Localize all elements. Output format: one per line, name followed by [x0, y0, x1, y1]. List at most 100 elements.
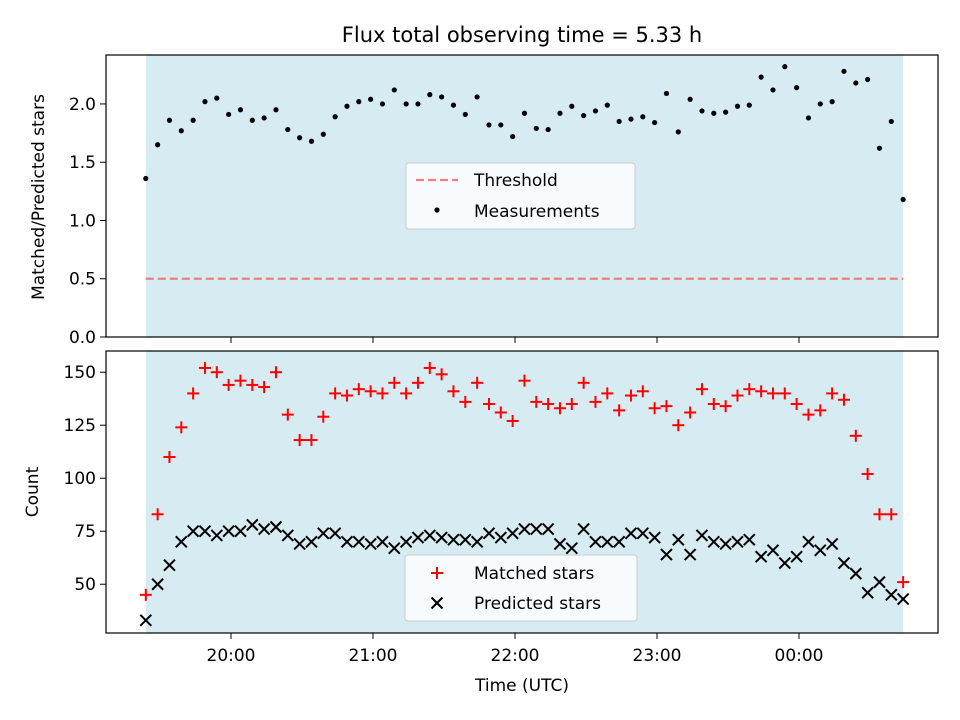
predicted-star-point — [376, 535, 389, 549]
predicted-star-point — [317, 527, 330, 540]
marker-stroke — [802, 535, 815, 549]
x-tick-label: 00:00 — [775, 646, 824, 666]
marker-stroke — [601, 535, 614, 549]
predicted-star-point — [660, 548, 673, 561]
predicted-star-point — [139, 614, 153, 627]
matched-star-point — [589, 395, 602, 408]
measurement-point — [178, 128, 184, 134]
matched-star-point — [281, 408, 294, 421]
matched-star-point — [210, 366, 223, 379]
predicted-star-point — [565, 541, 579, 555]
ratio-marks — [143, 64, 906, 280]
matched-star-point — [246, 378, 259, 391]
predicted-star-point — [636, 527, 650, 540]
marker-stroke — [435, 531, 448, 544]
measurement-point — [332, 114, 338, 120]
predicted-star-point — [885, 588, 898, 602]
predicted-star-point — [754, 550, 768, 563]
matched-star-point — [695, 383, 708, 396]
matched-star-point — [601, 387, 614, 400]
marker-stroke — [731, 535, 744, 549]
measurement-point — [308, 138, 315, 144]
marker-stroke — [222, 525, 235, 538]
matched-star-point — [766, 387, 779, 400]
predicted-star-point — [399, 535, 413, 549]
measurement-point — [249, 117, 255, 123]
predicted-star-point — [494, 531, 508, 544]
y-tick-label: 1.5 — [69, 153, 96, 173]
marker-stroke — [530, 522, 543, 536]
matched-star-point — [506, 414, 519, 427]
y-tick-label: 0.0 — [69, 328, 96, 348]
measurements-legend-label: Measurements — [474, 202, 600, 222]
measurement-point — [734, 103, 741, 109]
y-tick-label: 1.0 — [69, 211, 96, 231]
matched-star-point — [471, 376, 484, 389]
y-tick-label: 75 — [74, 522, 96, 542]
measurement-point — [581, 112, 587, 119]
y-tick-label: 100 — [64, 469, 96, 489]
measurement-point — [900, 196, 906, 203]
matched-legend-label: Matched stars — [474, 564, 594, 584]
matched-star-point — [459, 395, 472, 408]
matched-star-point — [518, 374, 531, 387]
ratio-panel: 0.00.51.01.52.0 Matched/Predicted stars … — [29, 54, 939, 348]
predicted-star-point — [352, 535, 366, 549]
matched-star-point — [435, 368, 448, 381]
measurement-point — [297, 135, 303, 141]
measurement-point — [616, 118, 622, 125]
predicted-star-point — [435, 531, 448, 544]
measurement-point — [439, 94, 445, 100]
matched-star-point — [305, 434, 318, 447]
ratio-y-axis: 0.0 0.5 1.0 1.5 2.0 — [69, 95, 106, 348]
count-marks — [139, 361, 910, 627]
marker-stroke — [612, 535, 626, 549]
predicted-star-point — [530, 522, 543, 536]
predicted-star-point — [814, 544, 827, 557]
y-tick-label: 2.0 — [69, 95, 96, 115]
measurement-point — [368, 96, 374, 102]
count-legend-box — [404, 554, 638, 622]
predicted-star-point — [778, 556, 792, 570]
matched-star-point — [743, 383, 756, 396]
matched-star-point — [873, 508, 886, 521]
predicted-star-point — [849, 567, 863, 580]
matched-star-point — [352, 383, 365, 396]
marker-stroke — [825, 537, 839, 551]
predicted-star-point — [411, 531, 425, 544]
measurement-point — [841, 68, 847, 74]
x-tick-label: 20:00 — [207, 646, 256, 666]
measurement-point — [190, 117, 196, 123]
predicted-star-point — [151, 578, 164, 591]
marker-stroke — [766, 544, 780, 557]
matched-star-point — [778, 387, 791, 400]
measurement-point — [557, 110, 563, 116]
marker-stroke — [399, 535, 413, 549]
matched-star-point — [542, 398, 555, 411]
measurement-point — [320, 131, 326, 137]
matched-legend-swatch — [431, 567, 443, 579]
matched-star-point — [222, 378, 235, 391]
ratio-x-ticks — [230, 337, 800, 343]
predicted-star-point — [861, 586, 874, 599]
matched-star-point — [530, 395, 543, 408]
predicted-star-point — [163, 558, 176, 572]
matched-star-point — [388, 376, 401, 389]
marker-stroke — [328, 527, 342, 540]
predicted-star-point — [672, 533, 685, 546]
predicted-star-point — [328, 527, 342, 540]
predicted-star-point — [186, 525, 200, 538]
measurement-point — [474, 94, 480, 100]
measurement-point — [569, 103, 575, 109]
marker-stroke — [269, 520, 283, 534]
ratio-legend: Threshold Measurements — [405, 162, 636, 230]
marker-stroke — [151, 578, 164, 591]
predicted-star-point — [305, 535, 318, 549]
measurement-point — [415, 101, 421, 107]
matched-star-point — [849, 429, 862, 442]
predicted-star-point — [506, 527, 519, 540]
matched-star-point — [707, 398, 720, 411]
measurement-point — [782, 64, 788, 70]
marker-stroke — [494, 531, 508, 544]
measurement-point — [628, 116, 634, 122]
